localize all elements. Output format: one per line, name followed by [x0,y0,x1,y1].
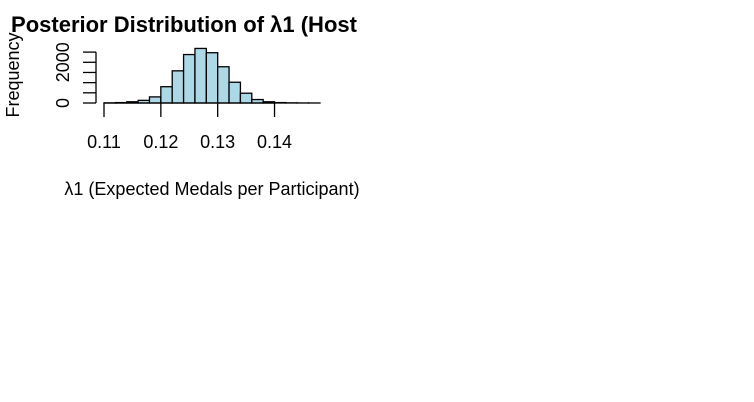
chart-title: Posterior Distribution of λ1 (Host [11,12,358,37]
x-axis-label: λ1 (Expected Medals per Participant) [64,179,359,199]
y-axis-label: Frequency [3,32,23,117]
histogram-bar [171,70,185,104]
histogram-bar [148,96,162,104]
y-tick-label: 2000 [53,42,73,82]
histogram-bar [182,53,196,104]
histogram-bar [228,81,242,104]
x-tick-label: 0.14 [257,132,292,152]
histogram-bar [239,92,253,104]
y-axis: 0 2000 [53,42,97,108]
x-tick-label: 0.12 [143,132,178,152]
histogram-bar [160,86,173,104]
histogram-bar [194,47,207,104]
histogram-bars [103,47,321,104]
histogram-bar [205,52,219,104]
x-axis: 0.11 0.12 0.13 0.14 [87,102,292,152]
x-tick-label: 0.11 [87,132,121,152]
histogram-bar [217,66,230,104]
y-tick-label: 0 [53,98,73,108]
x-tick-label: 0.13 [200,132,235,152]
